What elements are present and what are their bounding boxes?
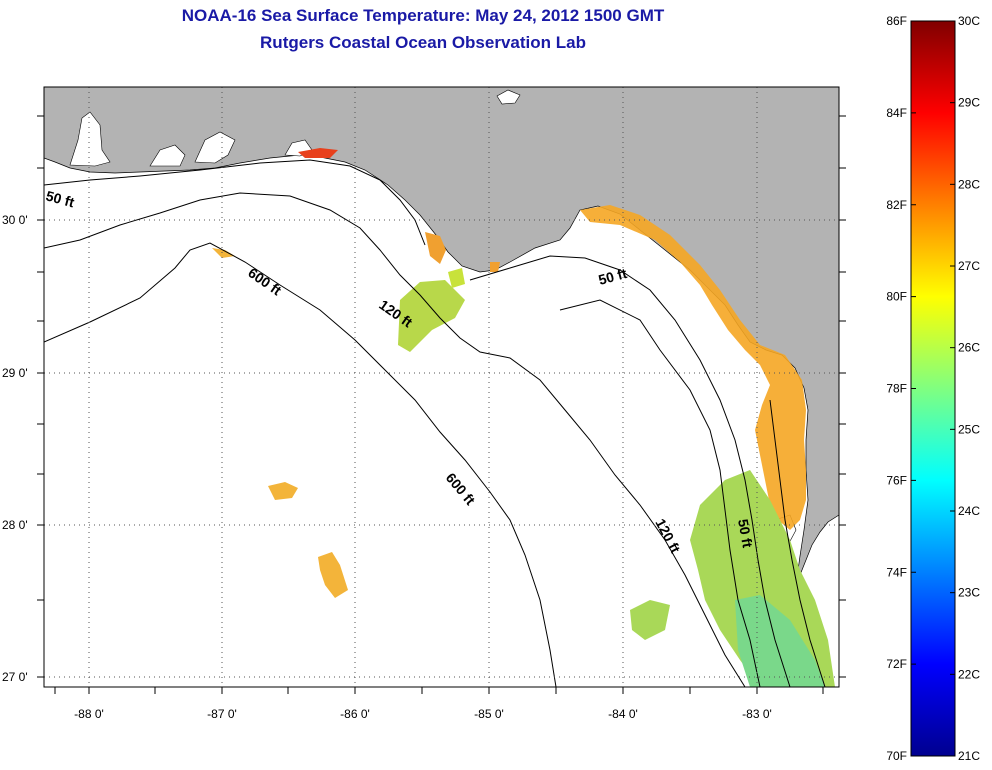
contour-120ft-east (559, 299, 761, 687)
sst-warm-patch (268, 482, 298, 500)
bay-water (149, 144, 186, 167)
fahrenheit-tick-label: 70F (886, 749, 907, 763)
contour-label: 50 ft (44, 187, 76, 210)
celsius-tick-label: 27C (958, 259, 980, 273)
contour-50ft-west (44, 159, 426, 246)
lon-tick-label: -84 0' (608, 707, 638, 721)
fahrenheit-tick-label: 82F (886, 198, 907, 212)
map-frame (43, 86, 840, 688)
map-title: NOAA-16 Sea Surface Temperature: May 24,… (181, 6, 665, 25)
sst-mild-patch (448, 268, 465, 288)
sst-warm-patch (425, 232, 446, 264)
lon-tick-label: -85 0' (474, 707, 504, 721)
contour-50ft-east (469, 255, 791, 687)
lon-tick-label: -87 0' (207, 707, 237, 721)
celsius-tick-label: 28C (958, 177, 980, 191)
sst-hot-patch (298, 148, 338, 158)
fahrenheit-tick-label: 78F (886, 382, 907, 396)
fahrenheit-tick-label: 74F (886, 565, 907, 579)
celsius-tick-label: 24C (958, 504, 980, 518)
sst-warm-patch (212, 248, 235, 258)
fahrenheit-tick-label: 80F (886, 290, 907, 304)
celsius-tick-label: 23C (958, 586, 980, 600)
lat-tick-label: 29 0' (2, 366, 28, 380)
celsius-tick-label: 26C (958, 341, 980, 355)
lon-tick-label: -88 0' (74, 707, 104, 721)
lon-tick-label: -86 0' (340, 707, 370, 721)
sst-warm-patch (490, 262, 500, 272)
celsius-tick-label: 21C (958, 749, 980, 763)
contour-label: 50 ft (597, 265, 629, 288)
sst-mild-patch (398, 280, 465, 352)
celsius-tick-label: 29C (958, 96, 980, 110)
contour-120ft-west (44, 192, 746, 687)
celsius-scale: 30C 29C 28C 27C 26C 25C 24C 23C 22C 21C (950, 14, 980, 763)
fahrenheit-tick-label: 86F (886, 14, 907, 28)
sst-warm-patch (318, 552, 348, 598)
sst-warm-patch (580, 205, 806, 530)
contour-coast-east (769, 399, 826, 687)
lake-water (496, 89, 521, 105)
fahrenheit-tick-label: 76F (886, 473, 907, 487)
lat-tick-label: 30 0' (2, 213, 28, 227)
colorbar-gradient (910, 20, 956, 757)
fahrenheit-scale: 86F 84F 82F 80F 78F 76F 74F 72F 70F (886, 14, 916, 763)
map-grid (44, 87, 839, 687)
axis-ticks (37, 115, 846, 694)
bay-water (194, 131, 236, 164)
fahrenheit-tick-label: 72F (886, 657, 907, 671)
contour-600ft (44, 242, 557, 687)
celsius-tick-label: 25C (958, 422, 980, 436)
sst-mild-patch (630, 600, 670, 640)
sst-mild-patch (690, 470, 835, 687)
lat-tick-label: 28 0' (2, 518, 28, 532)
celsius-tick-label: 22C (958, 667, 980, 681)
celsius-tick-label: 30C (958, 14, 980, 28)
lat-tick-label: 27 0' (2, 670, 28, 684)
map-subtitle: Rutgers Coastal Ocean Observation Lab (260, 33, 586, 52)
lon-tick-label: -83 0' (742, 707, 772, 721)
fahrenheit-tick-label: 84F (886, 106, 907, 120)
contour-label: 50 ft (735, 518, 756, 549)
bay-water (69, 111, 111, 167)
